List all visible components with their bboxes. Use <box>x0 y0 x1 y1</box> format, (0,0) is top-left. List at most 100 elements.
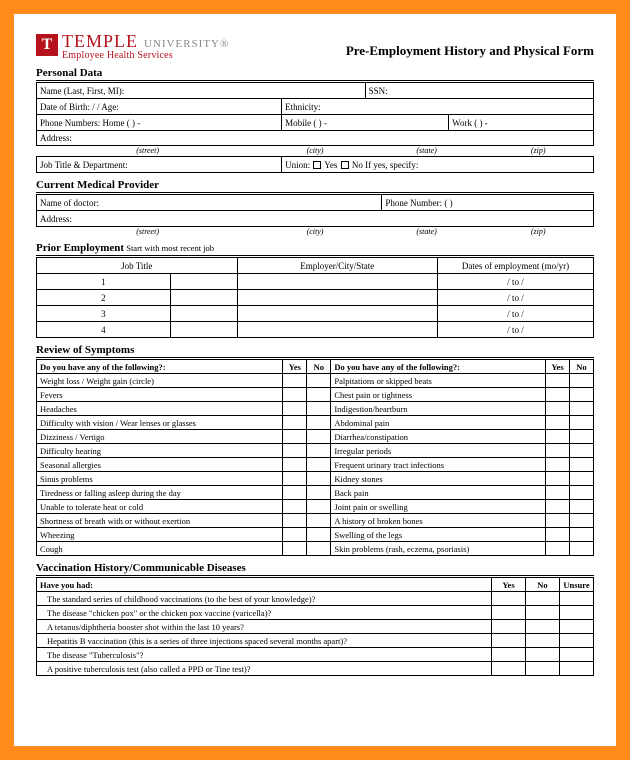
dob-field[interactable]: Date of Birth: / / Age: <box>37 99 282 115</box>
vacc-yes-cell[interactable] <box>492 606 526 620</box>
symptom-right-no[interactable] <box>570 374 594 388</box>
symptom-left-no[interactable] <box>307 458 331 472</box>
vacc-yes-cell[interactable] <box>492 634 526 648</box>
symptom-right-no[interactable] <box>570 542 594 556</box>
phone-work-field[interactable]: Work ( ) - <box>449 115 594 131</box>
phone-mobile-field[interactable]: Mobile ( ) - <box>282 115 449 131</box>
vacc-yes-cell[interactable] <box>492 662 526 676</box>
vacc-yes-cell[interactable] <box>492 620 526 634</box>
vacc-yes-cell[interactable] <box>492 648 526 662</box>
emp-dates-field[interactable]: / to / <box>438 322 594 338</box>
union-no-checkbox[interactable] <box>341 161 349 169</box>
emp-dates-field[interactable]: / to / <box>438 290 594 306</box>
symptom-left-no[interactable] <box>307 388 331 402</box>
union-field[interactable]: Union: Yes No If yes, specify: <box>282 157 594 173</box>
emp-jobtitle-field[interactable] <box>170 290 237 306</box>
union-yes-checkbox[interactable] <box>313 161 321 169</box>
symptom-left-no[interactable] <box>307 374 331 388</box>
symptom-left-yes[interactable] <box>283 542 307 556</box>
symptom-left-yes[interactable] <box>283 402 307 416</box>
symptom-left-no[interactable] <box>307 486 331 500</box>
symptom-left-yes[interactable] <box>283 374 307 388</box>
address-field[interactable]: Address: <box>37 131 594 146</box>
doctor-address-field[interactable]: Address: <box>37 211 594 227</box>
vacc-unsure-cell[interactable] <box>560 592 594 606</box>
emp-dates-field[interactable]: / to / <box>438 306 594 322</box>
vacc-no-cell[interactable] <box>526 606 560 620</box>
symptom-left-yes[interactable] <box>283 528 307 542</box>
symptom-left-yes[interactable] <box>283 444 307 458</box>
vacc-unsure-cell[interactable] <box>560 606 594 620</box>
emp-jobtitle-field[interactable] <box>170 306 237 322</box>
phone-home-field[interactable]: Phone Numbers: Home ( ) - <box>37 115 282 131</box>
symptom-right-yes[interactable] <box>546 528 570 542</box>
symptom-left-no[interactable] <box>307 444 331 458</box>
symptom-right-yes[interactable] <box>546 444 570 458</box>
symptom-right-yes[interactable] <box>546 388 570 402</box>
doctor-phone-field[interactable]: Phone Number: ( ) <box>382 195 594 211</box>
symptom-left-yes[interactable] <box>283 500 307 514</box>
symptom-row: WheezingSwelling of the legs <box>37 528 594 542</box>
symptom-right-no[interactable] <box>570 402 594 416</box>
symptom-left-no[interactable] <box>307 500 331 514</box>
symptom-right-no[interactable] <box>570 514 594 528</box>
vacc-yes-cell[interactable] <box>492 592 526 606</box>
emp-dates-field[interactable]: / to / <box>438 274 594 290</box>
symptom-left-no[interactable] <box>307 528 331 542</box>
symptom-left-no[interactable] <box>307 542 331 556</box>
symptom-left-yes[interactable] <box>283 472 307 486</box>
symptom-right-yes[interactable] <box>546 514 570 528</box>
symptom-right-yes[interactable] <box>546 374 570 388</box>
symptom-left-yes[interactable] <box>283 388 307 402</box>
vacc-no-cell[interactable] <box>526 592 560 606</box>
symptom-right-no[interactable] <box>570 444 594 458</box>
symptom-left-yes[interactable] <box>283 458 307 472</box>
emp-employer-field[interactable] <box>237 290 438 306</box>
vacc-unsure-cell[interactable] <box>560 634 594 648</box>
emp-employer-field[interactable] <box>237 306 438 322</box>
symptom-right-no[interactable] <box>570 388 594 402</box>
emp-employer-field[interactable] <box>237 322 438 338</box>
ssn-field[interactable]: SSN: <box>365 83 593 99</box>
symptom-right-yes[interactable] <box>546 486 570 500</box>
vacc-unsure-cell[interactable] <box>560 662 594 676</box>
ethnicity-field[interactable]: Ethnicity: <box>282 99 594 115</box>
symptom-left-no[interactable] <box>307 472 331 486</box>
symptom-left-no[interactable] <box>307 402 331 416</box>
symptom-right-no[interactable] <box>570 458 594 472</box>
jobtitle-field[interactable]: Job Title & Department: <box>37 157 282 173</box>
symptom-left-yes[interactable] <box>283 514 307 528</box>
symptom-right-yes[interactable] <box>546 416 570 430</box>
emp-jobtitle-field[interactable] <box>170 322 237 338</box>
symptom-right-yes[interactable] <box>546 472 570 486</box>
vacc-unsure-cell[interactable] <box>560 648 594 662</box>
symptom-right-yes[interactable] <box>546 430 570 444</box>
name-field[interactable]: Name (Last, First, MI): <box>37 83 366 99</box>
symptom-right-yes[interactable] <box>546 542 570 556</box>
vacc-unsure-cell[interactable] <box>560 620 594 634</box>
emp-employer-field[interactable] <box>237 274 438 290</box>
vacc-item: The disease "Tuberculosis"? <box>37 648 492 662</box>
symptom-right: Chest pain or tightness <box>331 388 546 402</box>
symptom-left-no[interactable] <box>307 416 331 430</box>
vacc-no-cell[interactable] <box>526 648 560 662</box>
doctor-name-field[interactable]: Name of doctor: <box>37 195 382 211</box>
symptom-right-yes[interactable] <box>546 500 570 514</box>
symptom-right-no[interactable] <box>570 472 594 486</box>
vacc-no-cell[interactable] <box>526 634 560 648</box>
symptom-right-yes[interactable] <box>546 458 570 472</box>
symptom-left-yes[interactable] <box>283 486 307 500</box>
vacc-no-cell[interactable] <box>526 662 560 676</box>
emp-jobtitle-field[interactable] <box>170 274 237 290</box>
symptom-right-no[interactable] <box>570 430 594 444</box>
symptom-left-no[interactable] <box>307 514 331 528</box>
vacc-no-cell[interactable] <box>526 620 560 634</box>
symptom-right-no[interactable] <box>570 486 594 500</box>
symptom-right-no[interactable] <box>570 528 594 542</box>
symptom-left-yes[interactable] <box>283 416 307 430</box>
symptom-right-no[interactable] <box>570 416 594 430</box>
symptom-left-no[interactable] <box>307 430 331 444</box>
symptom-right-no[interactable] <box>570 500 594 514</box>
symptom-left-yes[interactable] <box>283 430 307 444</box>
symptom-right-yes[interactable] <box>546 402 570 416</box>
